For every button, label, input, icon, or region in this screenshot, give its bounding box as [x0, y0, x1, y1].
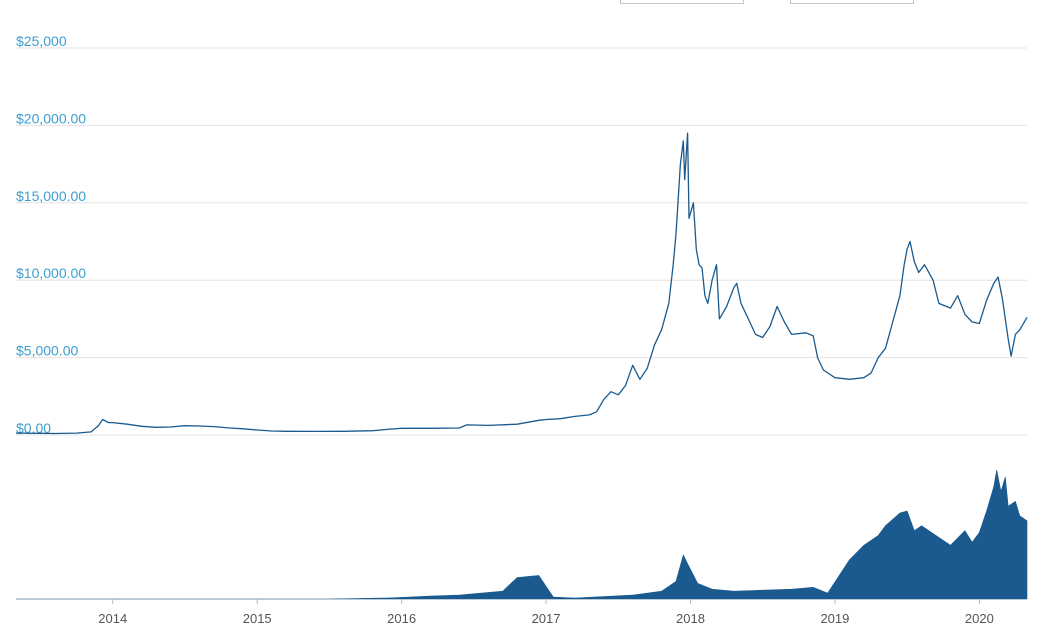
date-range-to-input[interactable] [790, 0, 914, 4]
y-tick-label: $10,000.00 [16, 265, 86, 281]
volume-area [16, 469, 1028, 600]
x-tick-label: 2014 [98, 611, 127, 626]
x-tick-label: 2020 [965, 611, 994, 626]
x-tick-label: 2016 [387, 611, 416, 626]
price-line [15, 132, 1028, 435]
y-axis-labels: $25,000 $20,000.00 $15,000.00 $10,000.00 $5,… [16, 33, 86, 436]
y-tick-label: $5,000.00 [16, 343, 78, 359]
price-series [15, 132, 1028, 435]
date-range-from-input[interactable] [620, 0, 744, 4]
y-tick-label: $0.00 [16, 420, 51, 436]
y-tick-label: $20,000.00 [16, 110, 86, 126]
grid [16, 47, 1027, 600]
volume-series [16, 469, 1028, 600]
x-tick-label: 2019 [820, 611, 849, 626]
y-tick-label: $15,000.00 [16, 188, 86, 204]
x-axis-labels: 2014 2015 2016 2017 2018 2019 2020 [98, 599, 994, 626]
y-tick-label: $25,000 [16, 33, 67, 49]
x-tick-label: 2015 [243, 611, 272, 626]
x-tick-label: 2017 [532, 611, 561, 626]
x-tick-label: 2018 [676, 611, 705, 626]
